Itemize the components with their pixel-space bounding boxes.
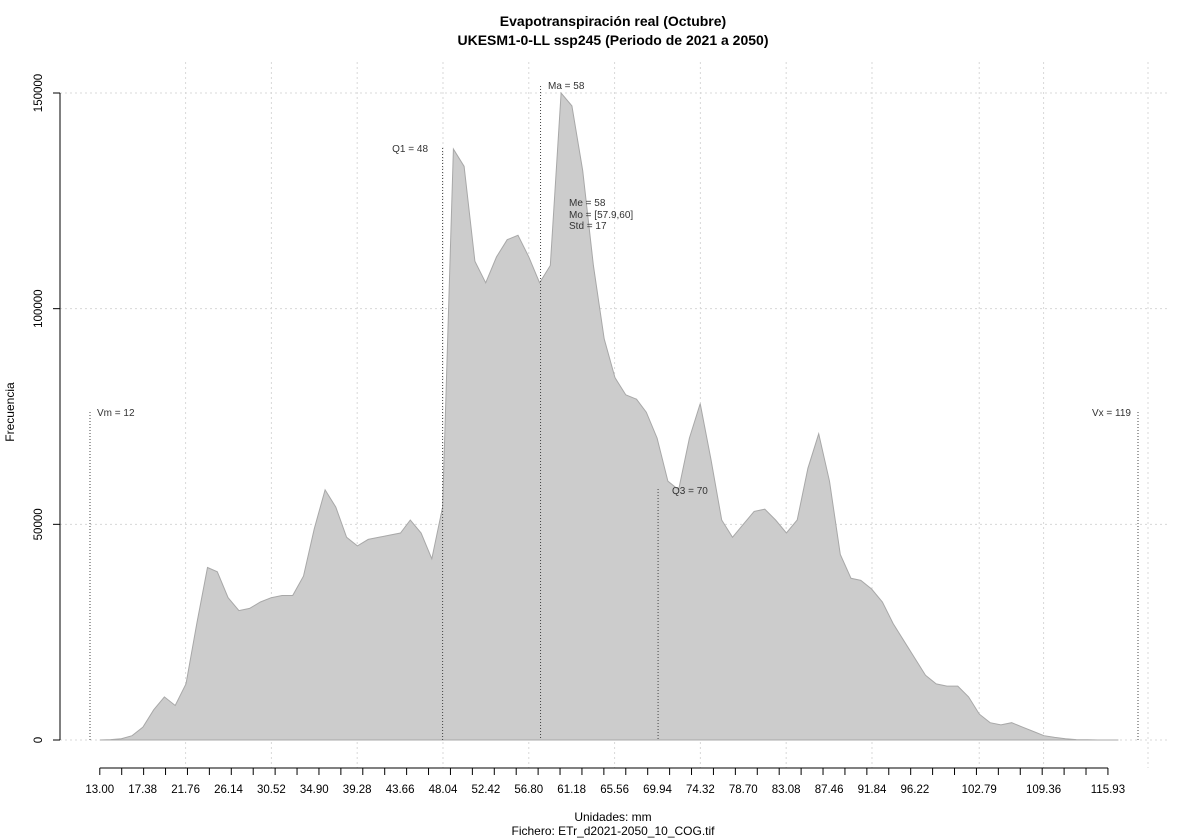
x-tick-label: 56.80	[514, 784, 543, 796]
y-tick-label: 50000	[33, 508, 45, 540]
axes	[59, 93, 1109, 775]
x-tick-label: 102.79	[962, 784, 997, 796]
annotation-q3: Q3 = 70	[672, 486, 708, 497]
annotation-ma: Ma = 58	[548, 81, 585, 92]
x-tick-label: 115.93	[1091, 784, 1125, 796]
x-tick-label: 26.14	[214, 784, 243, 796]
x-tick-label: 83.08	[772, 784, 801, 796]
reference-lines	[89, 86, 1139, 740]
chart-title: Evapotranspiración real (Octubre)	[500, 13, 726, 29]
x-tick-label: 39.28	[343, 784, 372, 796]
x-tick-label: 34.90	[300, 784, 329, 796]
x-axis-label: Unidades: mm	[574, 810, 651, 824]
x-tick-label: 78.70	[729, 784, 758, 796]
annotation-vm: Vm = 12	[97, 408, 135, 419]
y-tick-labels: 0 50000 100000 150000	[33, 74, 60, 743]
x-tick-label: 21.76	[171, 784, 200, 796]
x-tick-label: 52.42	[471, 784, 500, 796]
y-tick-label: 150000	[33, 74, 45, 112]
x-tick-label: 48.04	[429, 784, 458, 796]
x-tick-label: 65.56	[600, 784, 629, 796]
file-footer: Fichero: ETr_d2021-2050_10_COG.tif	[512, 824, 716, 838]
x-tick-label: 91.84	[858, 784, 887, 796]
density-area	[99, 91, 1119, 741]
x-tick-label: 96.22	[900, 784, 929, 796]
x-tick-label: 69.94	[643, 784, 672, 796]
chart-subtitle: UKESM1-0-LL ssp245 (Periodo de 2021 a 20…	[458, 32, 769, 48]
annotation-q1: Q1 = 48	[392, 144, 428, 155]
y-axis-label: Frecuencia	[3, 382, 17, 442]
x-tick-labels: 13.00 17.38 21.76 26.14 30.52 34.90 39.28 43.66…	[85, 784, 1125, 796]
x-tick-label: 17.38	[128, 784, 157, 796]
x-tick-label: 30.52	[257, 784, 286, 796]
annotation-me: Me = 58	[569, 198, 606, 209]
annotation-mo: Mo = [57.9,60]	[569, 210, 633, 221]
x-tick-label: 43.66	[386, 784, 415, 796]
x-tick-label: 109.36	[1026, 784, 1061, 796]
y-tick-label: 0	[33, 737, 45, 743]
annotation-std: Std = 17	[569, 221, 607, 232]
x-tick-label: 61.18	[557, 784, 586, 796]
annotation-vx: Vx = 119	[1092, 408, 1131, 419]
y-tick-label: 100000	[33, 289, 45, 327]
x-tick-label: 87.46	[815, 784, 844, 796]
x-tick-label: 74.32	[686, 784, 715, 796]
x-tick-label: 13.00	[85, 784, 114, 796]
